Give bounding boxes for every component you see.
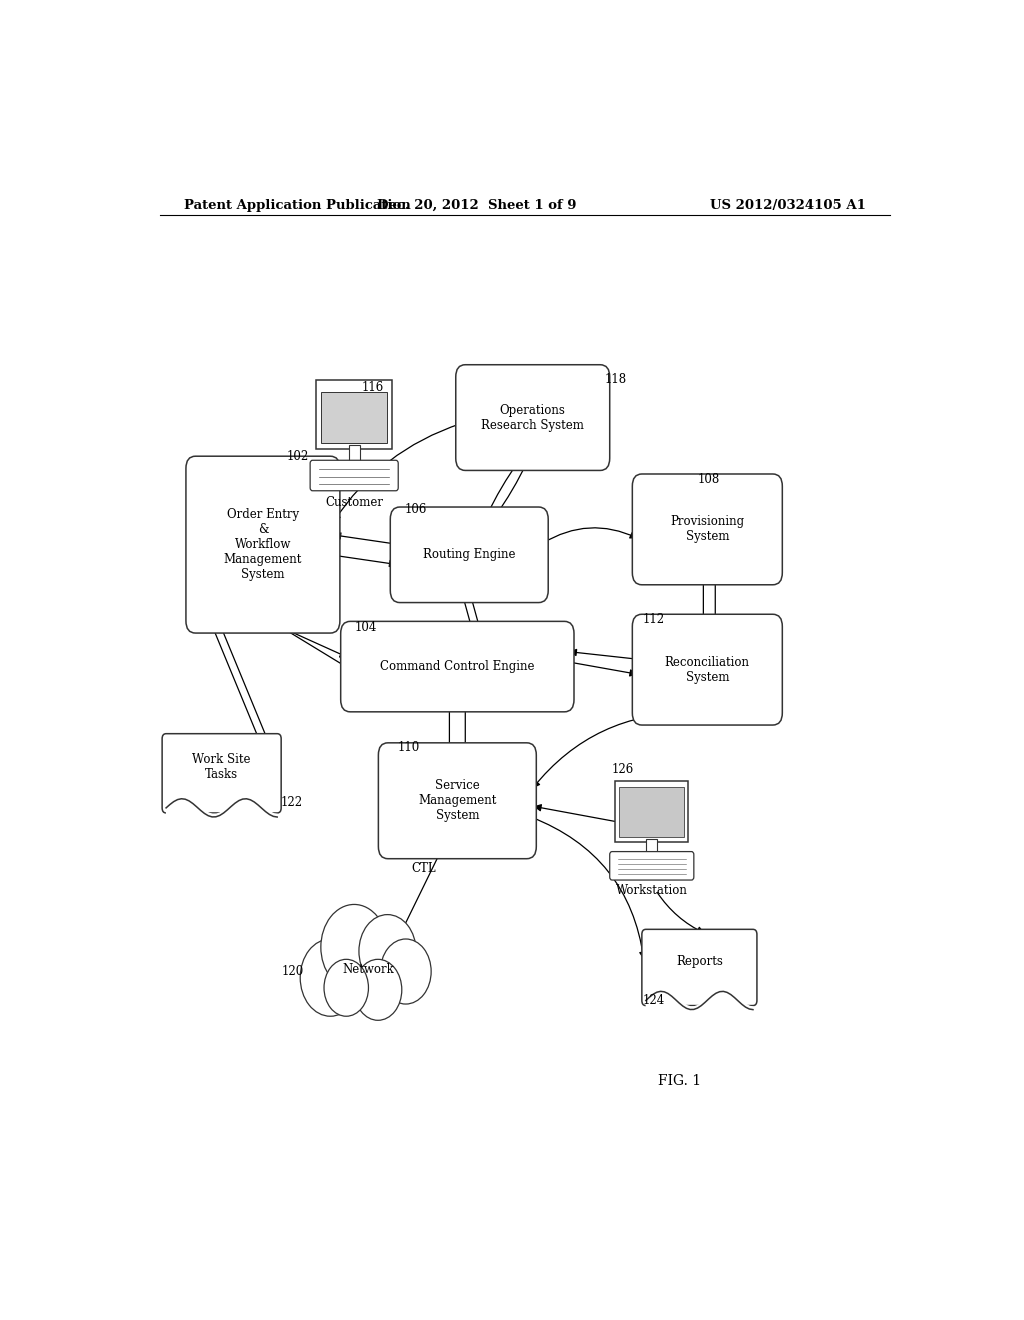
FancyBboxPatch shape [379,743,537,859]
Text: Patent Application Publication: Patent Application Publication [183,198,411,211]
Text: 108: 108 [697,473,720,486]
Text: Workstation: Workstation [615,884,688,898]
Bar [620,787,684,837]
FancyArrowPatch shape [495,462,527,517]
Text: 102: 102 [287,450,309,463]
Bar [316,380,392,449]
FancyBboxPatch shape [633,614,782,725]
FancyArrowPatch shape [462,593,473,630]
Text: 124: 124 [642,994,665,1007]
Circle shape [300,939,360,1016]
Text: Dec. 20, 2012  Sheet 1 of 9: Dec. 20, 2012 Sheet 1 of 9 [378,198,577,211]
Bar [348,445,359,463]
Circle shape [380,939,431,1005]
Text: 116: 116 [362,381,384,395]
Text: FIG. 1: FIG. 1 [658,1074,701,1088]
Text: 110: 110 [397,741,420,754]
Text: 120: 120 [282,965,303,978]
FancyArrowPatch shape [535,805,616,821]
FancyArrowPatch shape [534,713,692,787]
FancyArrowPatch shape [568,663,636,676]
Text: Provisioning
System: Provisioning System [671,515,744,544]
Text: Work Site
Tasks: Work Site Tasks [193,754,251,781]
FancyArrowPatch shape [486,461,519,515]
Text: 126: 126 [612,763,634,776]
Text: 112: 112 [642,612,665,626]
FancyArrowPatch shape [399,849,441,936]
FancyBboxPatch shape [310,461,398,491]
Text: Operations
Research System: Operations Research System [481,404,584,432]
Text: Command Control Engine: Command Control Engine [380,660,535,673]
FancyArrowPatch shape [570,649,638,659]
FancyBboxPatch shape [390,507,548,602]
FancyArrowPatch shape [335,533,397,544]
FancyBboxPatch shape [609,851,694,880]
FancyBboxPatch shape [341,622,574,711]
FancyArrowPatch shape [446,702,453,751]
Text: Customer: Customer [326,496,383,508]
Circle shape [354,960,401,1020]
Circle shape [324,960,369,1016]
Bar [646,840,657,854]
FancyArrowPatch shape [197,568,276,759]
FancyArrowPatch shape [700,576,707,622]
FancyArrowPatch shape [333,556,395,566]
FancyArrowPatch shape [543,528,637,543]
FancyArrowPatch shape [269,622,346,657]
Text: Service
Management
System: Service Management System [418,779,497,822]
Text: 122: 122 [281,796,302,809]
FancyArrowPatch shape [278,467,346,480]
FancyArrowPatch shape [462,704,468,752]
Text: CTL: CTL [412,862,436,875]
FancyBboxPatch shape [456,364,609,470]
Text: 104: 104 [354,622,377,634]
Text: Reconciliation
System: Reconciliation System [665,656,750,684]
Text: US 2012/0324105 A1: US 2012/0324105 A1 [711,198,866,211]
FancyBboxPatch shape [162,734,282,813]
Text: Routing Engine: Routing Engine [423,548,515,561]
Bar [615,781,688,842]
FancyArrowPatch shape [197,589,276,781]
FancyArrowPatch shape [531,817,646,958]
Text: Network: Network [343,964,394,975]
Circle shape [321,904,387,990]
FancyArrowPatch shape [334,424,461,521]
FancyBboxPatch shape [186,457,340,634]
FancyArrowPatch shape [469,594,480,631]
Text: Reports: Reports [676,954,723,968]
FancyBboxPatch shape [633,474,782,585]
Text: 106: 106 [404,503,427,516]
FancyArrowPatch shape [268,469,344,483]
Text: 118: 118 [604,374,627,385]
FancyArrowPatch shape [657,892,703,933]
FancyArrowPatch shape [274,623,352,671]
FancyArrowPatch shape [713,577,718,623]
Bar [322,392,387,444]
Text: Order Entry
&
Workflow
Management
System: Order Entry & Workflow Management System [223,508,302,581]
FancyBboxPatch shape [642,929,757,1006]
Circle shape [359,915,416,987]
